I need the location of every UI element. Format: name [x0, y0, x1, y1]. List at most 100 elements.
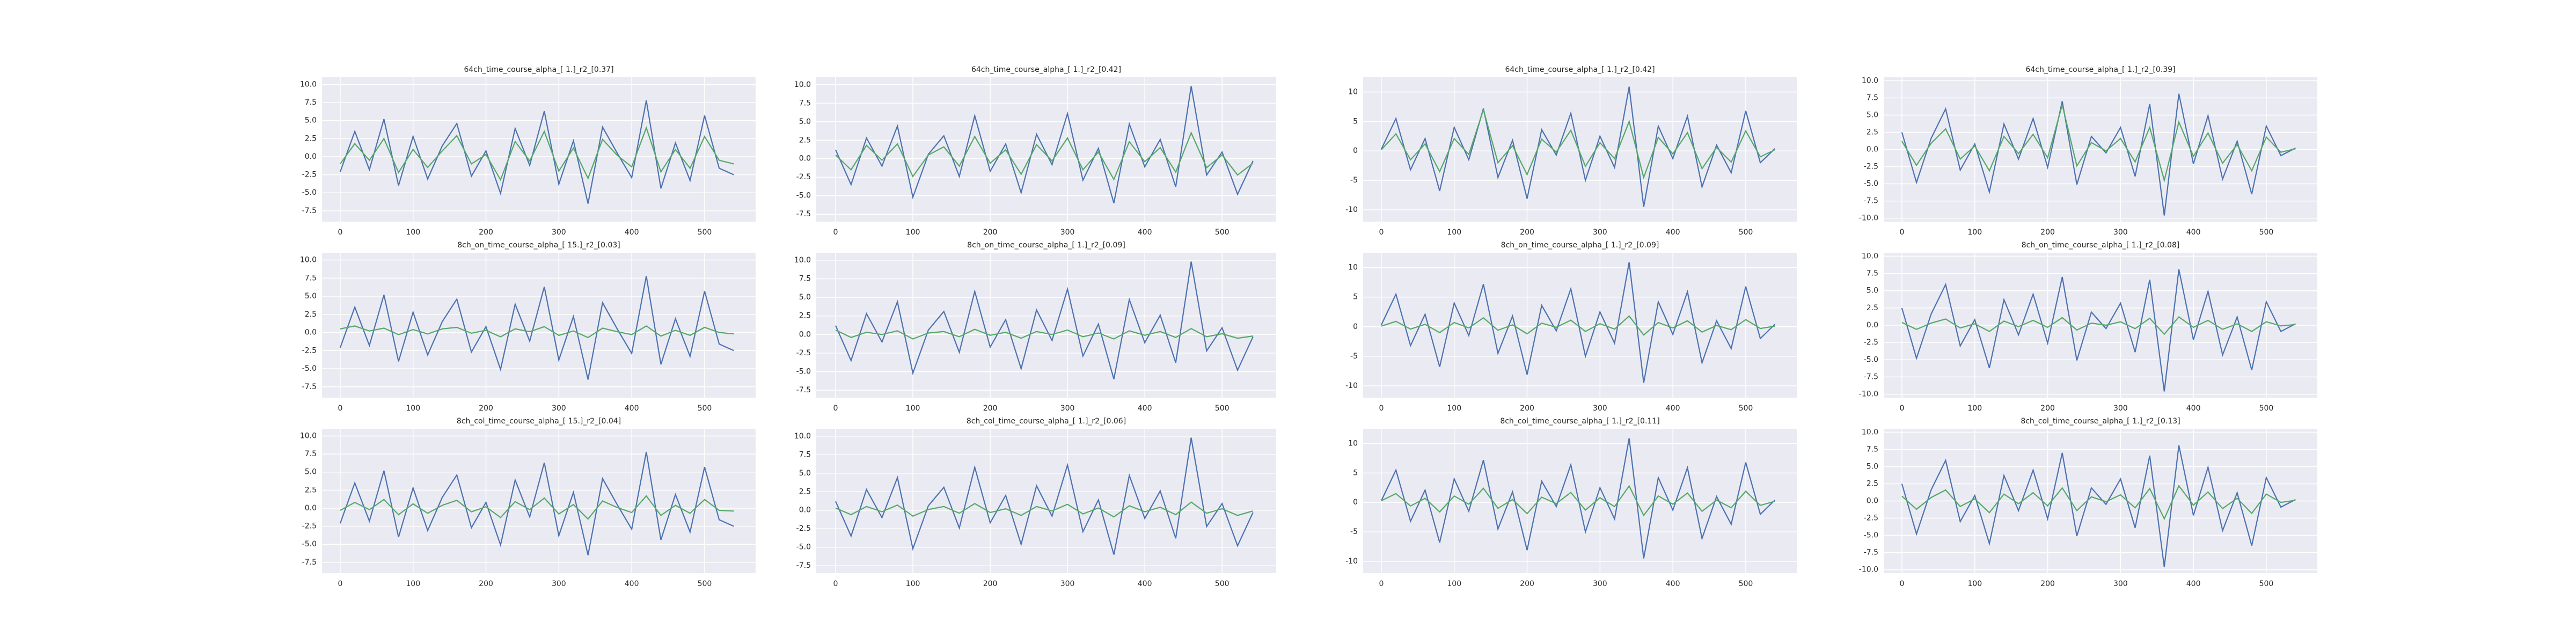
chart-title: 64ch_time_course_alpha_[ 1.]_r2_[0.42]	[1505, 65, 1655, 74]
chart-title: 8ch_col_time_course_alpha_[ 1.]_r2_[0.06…	[967, 417, 1126, 426]
y-tick-label: 7.5	[305, 98, 317, 107]
y-tick-label: 2.5	[799, 312, 811, 320]
x-tick-label: 100	[906, 228, 920, 237]
series-line	[340, 495, 734, 520]
y-tick-label: -7.5	[1864, 372, 1878, 381]
x-tick-label: 0	[833, 404, 838, 413]
y-tick-label: 5.0	[305, 116, 317, 125]
x-tick-label: 200	[2040, 404, 2055, 413]
y-tick-label: 10.0	[794, 256, 811, 265]
x-tick-label: 400	[2186, 228, 2201, 237]
series-line	[1381, 107, 1775, 180]
x-tick-label: 200	[479, 404, 493, 413]
y-tick-label: 10	[1348, 264, 1358, 272]
series-line	[340, 325, 734, 339]
y-tick-label: -10.0	[1859, 214, 1878, 223]
x-tick-label: 300	[1593, 404, 1607, 413]
y-tick-label: 10.0	[300, 256, 317, 265]
y-tick-label: 0.0	[305, 328, 317, 337]
x-tick-label: 400	[1666, 228, 1680, 237]
y-tick-label: -2.5	[1864, 338, 1878, 347]
x-tick-label: 100	[906, 404, 920, 413]
series-line	[1380, 438, 1776, 559]
chart-title: 8ch_on_time_course_alpha_[ 1.]_r2_[0.08]	[2022, 241, 2180, 250]
plot-area	[322, 77, 756, 222]
y-tick-label: 7.5	[1867, 269, 1878, 278]
x-tick-label: 400	[2186, 404, 2201, 413]
series-line	[835, 261, 1254, 379]
x-tick-label: 400	[625, 404, 639, 413]
plot-area	[322, 253, 756, 398]
y-tick-label: 5.0	[305, 292, 317, 301]
y-tick-label: -7.5	[302, 558, 317, 567]
x-tick-label: 0	[338, 580, 342, 588]
y-tick-label: -10	[1345, 557, 1358, 566]
x-tick-label: 400	[1138, 580, 1152, 588]
x-tick-label: 500	[698, 228, 712, 237]
x-tick-label: 200	[2040, 580, 2055, 588]
x-tick-label: 300	[1060, 580, 1075, 588]
y-tick-label: -10	[1345, 382, 1358, 390]
x-tick-label: 0	[1379, 228, 1384, 237]
series-line	[835, 131, 1254, 181]
x-tick-label: 500	[1739, 580, 1753, 588]
x-tick-label: 500	[2259, 404, 2274, 413]
y-tick-label: -5.0	[1864, 355, 1878, 364]
x-tick-label: 200	[1520, 404, 1534, 413]
x-tick-label: 500	[698, 404, 712, 413]
y-tick-label: -7.5	[1864, 197, 1878, 206]
y-tick-label: -2.5	[1864, 514, 1878, 523]
y-tick-label: 5.0	[1867, 287, 1878, 295]
y-tick-label: 5.0	[799, 293, 811, 302]
y-tick-label: -7.5	[796, 561, 811, 570]
x-tick-label: 500	[1739, 404, 1753, 413]
x-tick-label: 100	[406, 404, 420, 413]
y-tick-label: -7.5	[796, 210, 811, 218]
series-line	[1380, 262, 1776, 383]
x-tick-label: 500	[2259, 228, 2274, 237]
y-tick-label: 2.5	[1867, 128, 1878, 136]
x-tick-label: 100	[1447, 404, 1461, 413]
y-tick-label: 0.0	[799, 330, 811, 339]
series-line	[1381, 485, 1775, 517]
y-tick-label: -5.0	[302, 364, 317, 373]
y-tick-label: 10.0	[1862, 252, 1878, 260]
chart-title: 8ch_col_time_course_alpha_[ 1.]_r2_[0.13…	[2021, 417, 2180, 426]
series-line	[1901, 269, 2296, 392]
y-tick-label: 5	[1353, 293, 1358, 302]
plot-area	[322, 429, 756, 573]
x-tick-label: 100	[406, 228, 420, 237]
y-tick-label: 5.0	[799, 118, 811, 126]
y-tick-label: 5	[1353, 117, 1358, 126]
series-line	[835, 86, 1254, 203]
x-tick-label: 0	[833, 228, 838, 237]
x-tick-label: 100	[1967, 580, 1982, 588]
x-tick-label: 300	[2113, 228, 2128, 237]
y-tick-label: -2.5	[796, 173, 811, 181]
y-tick-label: 0.0	[1867, 497, 1878, 506]
y-tick-label: 10.0	[300, 80, 317, 89]
x-tick-label: 300	[2113, 580, 2128, 588]
y-tick-label: 2.5	[305, 310, 317, 319]
y-tick-label: 7.5	[305, 450, 317, 458]
x-tick-label: 100	[906, 580, 920, 588]
x-tick-label: 400	[625, 228, 639, 237]
series-line	[1381, 315, 1775, 336]
x-tick-label: 500	[2259, 580, 2274, 588]
y-tick-label: -2.5	[1864, 163, 1878, 171]
chart-title: 64ch_time_course_alpha_[ 1.]_r2_[0.39]	[2025, 65, 2175, 74]
x-tick-label: 0	[1379, 404, 1384, 413]
y-tick-label: 5.0	[1867, 111, 1878, 119]
y-tick-label: -2.5	[796, 349, 811, 357]
y-tick-label: 10	[1348, 439, 1358, 448]
x-tick-label: 200	[983, 404, 998, 413]
y-tick-label: -10.0	[1859, 390, 1878, 399]
y-tick-label: 0.0	[305, 152, 317, 161]
x-tick-label: 0	[1899, 404, 1904, 413]
y-tick-label: 2.5	[1867, 479, 1878, 488]
x-tick-label: 400	[625, 580, 639, 588]
x-tick-label: 400	[1138, 404, 1152, 413]
x-tick-label: 100	[406, 580, 420, 588]
